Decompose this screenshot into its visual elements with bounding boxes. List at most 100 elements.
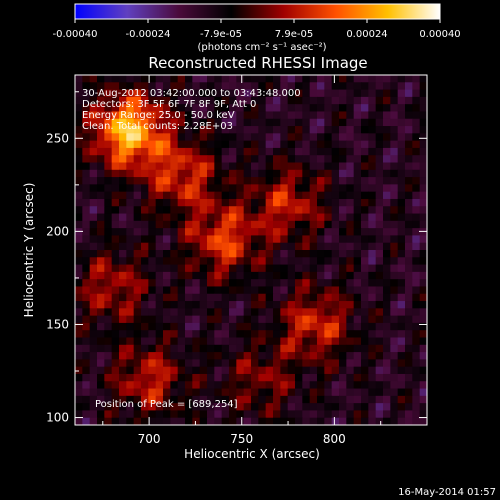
heatmap-cell [221, 184, 230, 193]
heatmap-cell [133, 293, 142, 302]
heatmap-cell [75, 410, 83, 419]
heatmap-cell [148, 257, 157, 266]
heatmap-cell [111, 169, 120, 178]
heatmap-cell [119, 257, 127, 266]
heatmap-cell [82, 75, 91, 83]
heatmap-cell [419, 417, 428, 426]
heatmap-cell [192, 191, 201, 200]
heatmap-cell [251, 126, 259, 134]
heatmap-cell [229, 155, 237, 163]
heatmap-cell [258, 147, 267, 156]
heatmap-cell [309, 293, 318, 302]
heatmap-cell [265, 96, 274, 105]
heatmap-cell [309, 213, 318, 222]
heatmap-cell [192, 104, 201, 112]
heatmap-cell [163, 162, 171, 171]
heatmap-cell [265, 257, 274, 266]
heatmap-cell [89, 82, 98, 91]
heatmap-cell [119, 366, 127, 375]
heatmap-cell [155, 322, 164, 331]
heatmap-cell [353, 147, 362, 156]
heatmap-cell [104, 395, 113, 404]
heatmap-cell [280, 271, 289, 280]
heatmap-cell [97, 177, 105, 185]
heatmap-cell [273, 264, 281, 273]
heatmap-cell [229, 177, 237, 185]
heatmap-cell [339, 373, 347, 382]
heatmap-cell [375, 75, 384, 83]
heatmap-cell [82, 184, 91, 193]
heatmap-cell [104, 279, 113, 287]
heatmap-cell [419, 322, 428, 331]
heatmap-cell [75, 133, 83, 142]
heatmap-cell [141, 206, 149, 215]
heatmap-cell [126, 242, 135, 251]
heatmap-cell [192, 388, 201, 397]
heatmap-cell [397, 191, 406, 200]
heatmap-cell [273, 344, 281, 353]
heatmap-cell [133, 417, 142, 426]
heatmap-cell [331, 359, 340, 368]
heatmap-cell [89, 198, 98, 207]
colorbar-tick-label: -0.00024 [126, 29, 171, 40]
heatmap-cell [361, 162, 369, 171]
heatmap-cell [405, 301, 413, 309]
heatmap-cell [207, 403, 215, 411]
heatmap-cell [265, 352, 274, 360]
heatmap-cell [287, 250, 296, 258]
heatmap-cell [419, 373, 428, 382]
heatmap-cell [405, 286, 413, 295]
heatmap-cell [353, 169, 362, 178]
heatmap-cell [375, 315, 384, 324]
heatmap-cell [177, 381, 186, 390]
heatmap-cell [251, 359, 259, 368]
heatmap-cell [133, 169, 142, 178]
heatmap-cell [273, 359, 281, 368]
heatmap-cell [265, 344, 274, 353]
heatmap-cell [163, 242, 171, 251]
heatmap-cell [339, 82, 347, 91]
heatmap-cell [119, 228, 127, 236]
heatmap-cell [163, 220, 171, 229]
heatmap-cell [207, 213, 215, 222]
heatmap-cell [214, 388, 223, 397]
heatmap-cell [397, 198, 406, 207]
heatmap-cell [148, 395, 157, 404]
heatmap-cell [302, 264, 311, 273]
heatmap-cell [317, 184, 325, 193]
heatmap-cell [170, 184, 179, 193]
heatmap-cell [265, 140, 274, 149]
heatmap-cell [419, 140, 428, 149]
heatmap-cell [243, 198, 252, 207]
heatmap-cell [192, 235, 201, 244]
heatmap-cell [75, 330, 83, 338]
heatmap-cell [324, 315, 333, 324]
heatmap-cell [89, 177, 98, 185]
heatmap-cell [405, 118, 413, 127]
heatmap-cell [82, 162, 91, 171]
heatmap-cell [82, 322, 91, 331]
heatmap-cell [383, 250, 391, 258]
annotation-energy-range: Energy Range: 25.0 - 50.0 keV [82, 110, 235, 121]
heatmap-cell [375, 235, 384, 244]
heatmap-cell [309, 366, 318, 375]
heatmap-cell [295, 395, 303, 404]
heatmap-cell [273, 191, 281, 200]
heatmap-cell [177, 257, 186, 266]
heatmap-cell [199, 177, 208, 185]
heatmap-cell [265, 133, 274, 142]
heatmap-cell [331, 271, 340, 280]
heatmap-cell [148, 381, 157, 390]
heatmap-cell [207, 162, 215, 171]
heatmap-cell [324, 337, 333, 346]
heatmap-cell [324, 286, 333, 295]
heatmap-cell [119, 147, 127, 156]
heatmap-cell [419, 250, 428, 258]
heatmap-cell [236, 75, 245, 83]
heatmap-cell [295, 213, 303, 222]
heatmap-cell [229, 381, 237, 390]
heatmap-cell [207, 308, 215, 317]
heatmap-cell [192, 126, 201, 134]
heatmap-cell [163, 286, 171, 295]
heatmap-cell [170, 228, 179, 236]
